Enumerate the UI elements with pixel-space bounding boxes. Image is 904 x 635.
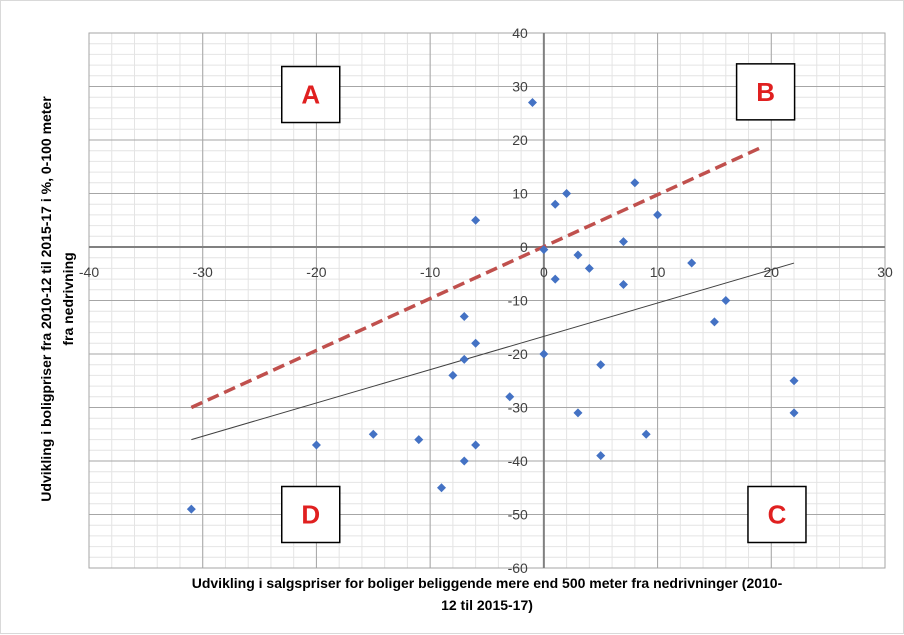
y-tick-label: -40 [508, 453, 528, 469]
quadrant-box-b [735, 63, 796, 121]
tick-labels: -40 -30 -20 -10 0 10 20 30 40 30 20 10 0 -10 -20 -30 -40… [79, 25, 893, 576]
quadrant-box-c [747, 485, 807, 544]
y-tick-label: -20 [508, 346, 528, 362]
y-tick-label: 0 [520, 239, 528, 255]
y-tick-label: -30 [508, 400, 528, 416]
data-point [459, 456, 469, 466]
x-axis-title-line-1: Udvikling i salgspriser for boliger beli… [192, 575, 783, 591]
data-point [505, 392, 515, 402]
axis-titles: Udvikling i salgspriser for boliger beli… [38, 96, 783, 613]
data-point [630, 178, 640, 188]
data-point [641, 429, 651, 439]
data-point [789, 376, 799, 386]
data-point [471, 215, 481, 225]
plot-area-border [88, 32, 886, 569]
quadrant-box-d [280, 485, 341, 544]
data-point [653, 210, 663, 220]
y-tick-label: 10 [512, 186, 528, 202]
data-point [368, 429, 378, 439]
data-point [311, 440, 321, 450]
y-tick-label: -60 [508, 560, 528, 576]
data-point [550, 199, 560, 209]
y-axis-title-line-1: Udvikling i boligpriser fra 2010-12 til … [38, 96, 54, 502]
data-point [584, 263, 594, 273]
data-point [539, 245, 549, 255]
data-point [618, 279, 628, 289]
data-point [550, 274, 560, 284]
y-tick-label: -50 [508, 507, 528, 523]
data-point [562, 189, 572, 198]
x-tick-label: -20 [306, 264, 326, 280]
data-point [709, 317, 719, 327]
y-tick-label: 20 [512, 132, 528, 148]
data-point [437, 483, 447, 493]
data-point [459, 354, 469, 364]
x-tick-label: -10 [420, 264, 440, 280]
x-tick-label: 30 [877, 264, 893, 280]
data-point [471, 338, 481, 348]
trend-lines [190, 146, 795, 441]
data-point [573, 408, 583, 418]
data-point [596, 451, 606, 461]
data-point [527, 98, 537, 108]
data-points [186, 98, 799, 514]
data-point [186, 504, 196, 514]
data-point [539, 349, 549, 359]
x-tick-label: -30 [193, 264, 213, 280]
y-tick-label: 30 [512, 79, 528, 95]
x-tick-label: 10 [650, 264, 666, 280]
data-point [471, 440, 481, 450]
x-tick-label: -40 [79, 264, 99, 280]
data-point [448, 370, 458, 380]
quadrant-label-a: A [301, 80, 320, 110]
solid-trend-line [191, 262, 795, 441]
x-tick-label: 20 [763, 264, 779, 280]
y-tick-label: -10 [508, 293, 528, 309]
y-tick-label: 40 [512, 25, 528, 41]
y-axis-title-line-2: fra nedrivning [60, 252, 76, 345]
data-point [459, 312, 469, 322]
data-point [687, 258, 697, 268]
data-point [596, 360, 606, 370]
dashed-trend-line [190, 146, 761, 410]
quadrant-labels: A B C D [280, 63, 807, 544]
axes [88, 32, 886, 569]
data-point [414, 435, 424, 445]
x-tick-label: 0 [540, 264, 548, 280]
x-axis-title-line-2: 12 til 2015-17) [441, 597, 533, 613]
quadrant-label-d: D [301, 500, 320, 530]
quadrant-label-b: B [756, 77, 775, 107]
quadrant-label-c: C [768, 500, 787, 530]
data-point [618, 237, 628, 247]
data-point [573, 250, 583, 260]
data-point [721, 296, 731, 305]
data-point [789, 408, 799, 418]
quadrant-box-a [280, 65, 341, 124]
